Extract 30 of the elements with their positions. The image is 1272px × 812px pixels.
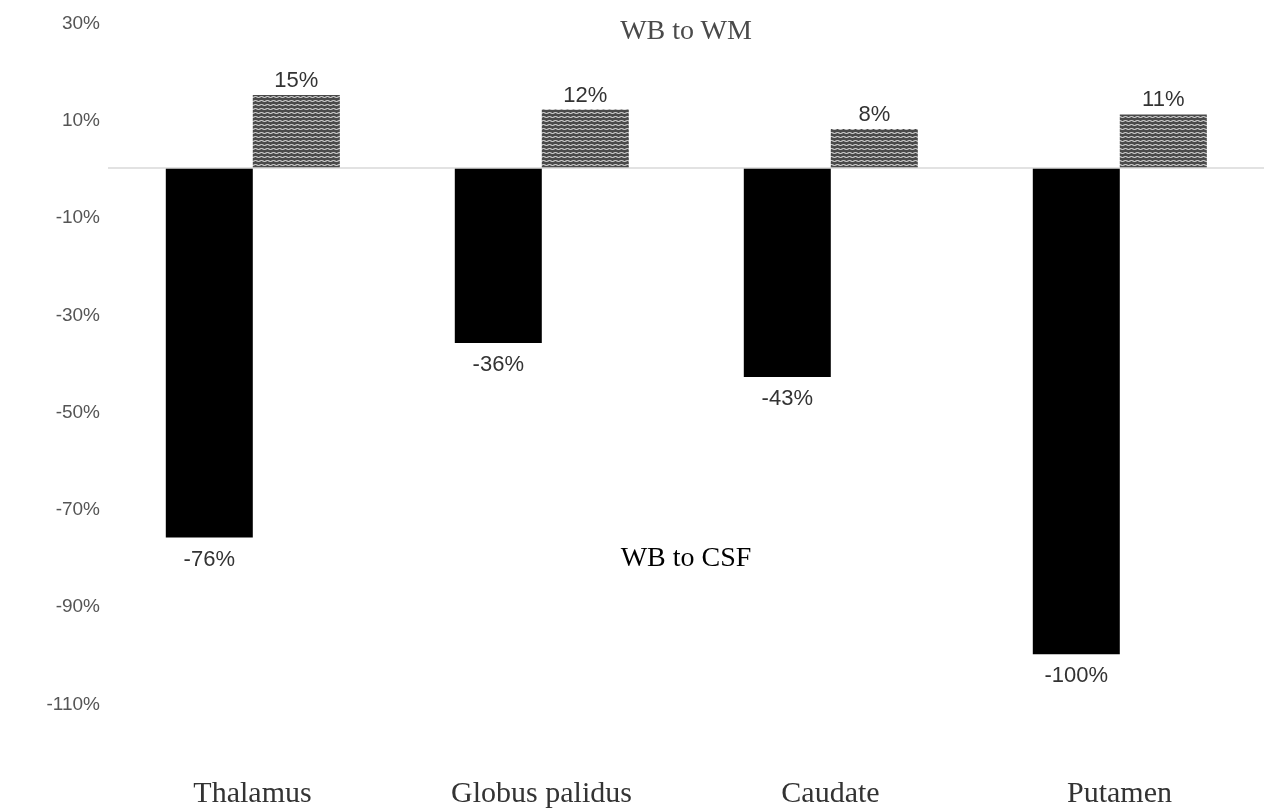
y-tick-label: 30% — [61, 11, 101, 33]
bar — [541, 109, 629, 168]
x-tick-label: Globus palidus — [451, 775, 632, 809]
bar — [1119, 114, 1207, 168]
y-tick-label: -50% — [55, 400, 101, 422]
y-tick-label: -90% — [55, 595, 101, 617]
data-label: -43% — [761, 385, 813, 411]
bar — [454, 167, 542, 344]
text: WB to CSF — [619, 541, 753, 574]
y-tick-label: -10% — [55, 206, 101, 228]
y-tick-label: -70% — [55, 498, 101, 520]
bar — [830, 129, 918, 168]
bar — [743, 167, 831, 378]
bar — [252, 94, 340, 168]
text: WB to WM — [619, 14, 753, 46]
data-label: 15% — [274, 66, 319, 92]
data-label: 12% — [563, 81, 608, 107]
data-label: 8% — [858, 101, 891, 127]
y-tick-label: -30% — [55, 303, 101, 325]
x-tick-label: Caudate — [781, 775, 880, 809]
bar — [1032, 167, 1120, 655]
data-label: -36% — [472, 351, 524, 377]
x-tick-label: Thalamus — [193, 775, 312, 809]
x-tick-label: Putamen — [1067, 775, 1172, 809]
data-label: -100% — [1044, 662, 1109, 688]
bar — [165, 167, 253, 538]
data-label: 11% — [1142, 86, 1185, 112]
data-label: -76% — [183, 545, 235, 571]
y-tick-label: -110% — [46, 692, 101, 714]
y-tick-label: 10% — [61, 109, 101, 131]
